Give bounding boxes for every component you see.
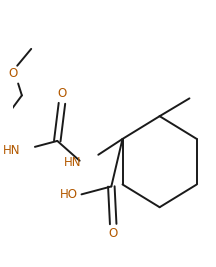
Text: O: O [109,227,118,241]
Text: HN: HN [64,156,81,169]
Text: HO: HO [59,188,78,201]
Text: HN: HN [3,144,20,157]
Text: O: O [8,67,17,80]
Text: O: O [57,87,67,100]
